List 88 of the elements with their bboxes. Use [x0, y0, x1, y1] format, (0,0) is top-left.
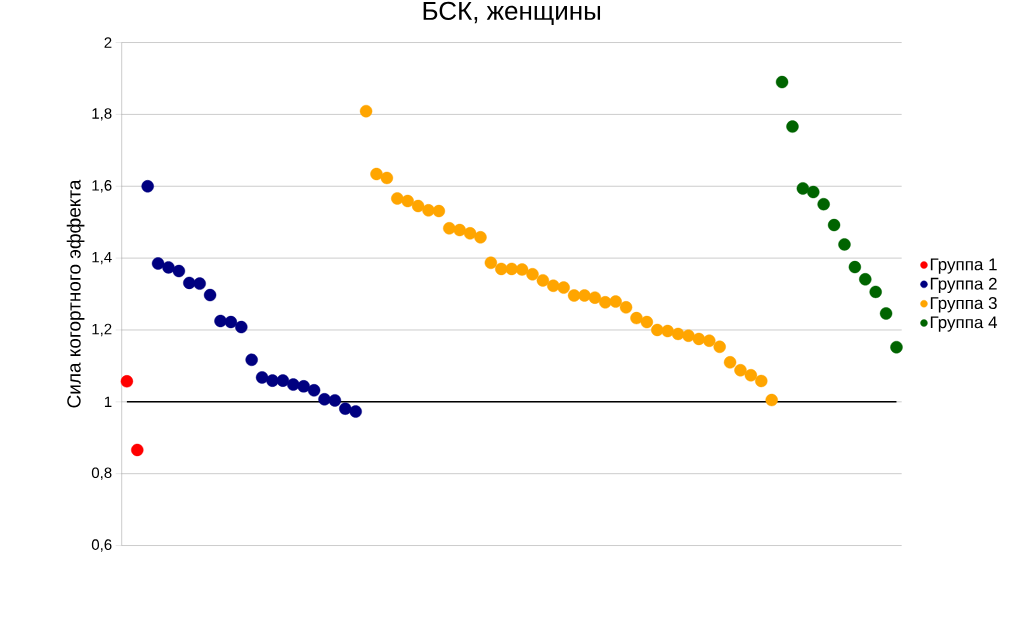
point [838, 238, 851, 251]
point [536, 274, 550, 287]
point [131, 443, 144, 457]
y-tick-label: 1 [104, 396, 112, 407]
point [567, 289, 581, 302]
point [432, 204, 446, 218]
point [609, 295, 622, 308]
point [443, 222, 456, 235]
point [276, 374, 290, 387]
legend-label: Группа 1 [930, 258, 997, 274]
point [151, 257, 165, 270]
y-tick-label: 1,2 [92, 323, 112, 337]
legend-label: Группа 3 [930, 297, 997, 313]
point [411, 199, 425, 213]
point [214, 314, 227, 328]
point [619, 301, 633, 314]
y-tick-label: 1,4 [92, 251, 112, 265]
point [318, 393, 331, 406]
point [547, 279, 560, 292]
chart-title: БСК, женщины [423, 1, 601, 26]
y-tick-label: 2 [104, 37, 112, 48]
point [235, 320, 248, 334]
point [463, 227, 477, 240]
y-tick-label: 1,8 [92, 108, 112, 121]
legend-label: Группа 4 [930, 316, 998, 332]
point [817, 198, 830, 211]
legend-label: Группа 2 [930, 277, 997, 294]
point [224, 315, 238, 329]
point [453, 223, 466, 237]
point [120, 375, 134, 388]
point [495, 262, 508, 276]
point [734, 364, 747, 377]
point [692, 332, 706, 346]
point [339, 402, 352, 415]
point [630, 311, 643, 325]
point [162, 261, 175, 274]
point [193, 277, 206, 290]
point [879, 307, 893, 320]
point [422, 204, 435, 217]
point [890, 341, 903, 354]
point [370, 167, 383, 181]
point [796, 182, 810, 195]
point [869, 285, 882, 299]
point [401, 194, 414, 208]
point [307, 384, 321, 397]
point [297, 380, 310, 393]
point [859, 273, 872, 286]
point [266, 374, 279, 387]
y-tick-label: 0,6 [91, 539, 112, 552]
point [723, 356, 737, 369]
point [474, 231, 487, 244]
point [255, 371, 269, 384]
point [703, 334, 716, 347]
point [287, 378, 300, 391]
y-tick-label: 0,8 [91, 467, 112, 480]
point [183, 276, 196, 290]
point [359, 104, 373, 118]
point [203, 288, 217, 302]
point [682, 329, 695, 342]
y-axis-title: Сила когортного эффекта [66, 179, 85, 408]
point [640, 315, 654, 329]
point [515, 263, 529, 276]
point [651, 323, 664, 337]
point [786, 120, 799, 133]
point [827, 218, 841, 232]
point [484, 256, 498, 269]
point [328, 394, 342, 407]
point [141, 180, 154, 193]
point [755, 374, 768, 388]
point [775, 75, 789, 89]
point [557, 281, 570, 294]
point [765, 393, 778, 407]
point [848, 260, 862, 274]
point [744, 369, 758, 382]
point [245, 353, 258, 366]
point [661, 324, 674, 338]
point [588, 291, 602, 304]
point [599, 296, 612, 309]
point [349, 405, 362, 418]
y-tick-label: 1,6 [92, 180, 112, 193]
point [671, 327, 685, 341]
point [578, 289, 591, 302]
point [380, 171, 394, 185]
point [526, 268, 539, 281]
point [713, 340, 726, 354]
point [391, 192, 404, 205]
point [172, 264, 186, 278]
point [807, 185, 820, 199]
